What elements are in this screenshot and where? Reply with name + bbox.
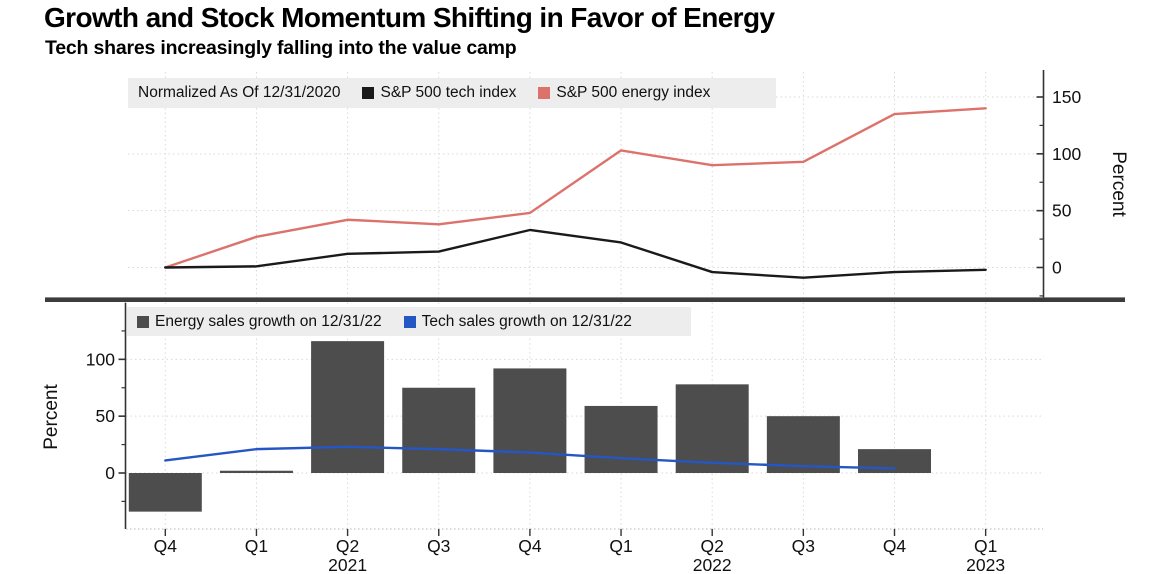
legend-item-energy-sales: Energy sales growth on 12/31/22 (137, 313, 382, 331)
svg-text:2022: 2022 (693, 555, 732, 574)
energy-sales-bar (766, 416, 840, 473)
svg-text:Q1: Q1 (974, 536, 997, 556)
tech-sales-swatch (403, 315, 416, 328)
energy-sales-bar (493, 368, 567, 473)
y-axis-right: 0 50 100 150 Percent (1036, 70, 1129, 298)
svg-text:Q4: Q4 (883, 536, 907, 556)
energy-index-line (164, 107, 987, 269)
page-subtitle: Tech shares increasingly falling into th… (45, 37, 517, 59)
energy-sales-bar (402, 387, 476, 473)
energy-sales-bar (128, 473, 202, 512)
legend-label-energy-index: S&P 500 energy index (556, 84, 711, 101)
svg-text:150: 150 (1052, 87, 1081, 107)
bottom-chart-legend: Energy sales growth on 12/31/22 Tech sal… (127, 307, 691, 336)
x-axis: Q4 Q1 Q2 Q3 Q4 Q1 Q2 Q3 Q4 Q1 2021 2022 2023 (126, 528, 1043, 574)
svg-text:Q2: Q2 (336, 536, 359, 556)
legend-label-energy-sales: Energy sales growth on 12/31/22 (155, 312, 382, 330)
svg-text:Q2: Q2 (701, 536, 724, 556)
svg-text:Q1: Q1 (245, 536, 268, 556)
energy-sales-bar (584, 405, 658, 473)
svg-text:Q4: Q4 (154, 536, 178, 556)
svg-text:Q1: Q1 (609, 536, 632, 556)
svg-text:0: 0 (105, 463, 115, 483)
panel-divider (45, 297, 1125, 302)
energy-sales-bars (128, 341, 931, 512)
svg-text:50: 50 (1052, 201, 1072, 221)
energy-sales-swatch (137, 315, 149, 328)
svg-text:Percent: Percent (41, 384, 62, 450)
svg-text:2021: 2021 (328, 555, 367, 574)
tech-sales-line (164, 445, 896, 470)
legend-note: Normalized As Of 12/31/2020 (138, 84, 341, 101)
svg-text:2023: 2023 (966, 555, 1005, 574)
legend-label-tech-sales: Tech sales growth on 12/31/22 (421, 312, 632, 330)
svg-text:100: 100 (86, 349, 115, 369)
legend-label-tech-index: S&P 500 tech index (380, 84, 517, 101)
svg-text:Q4: Q4 (518, 536, 542, 556)
page-title: Growth and Stock Momentum Shifting in Fa… (44, 2, 775, 33)
svg-text:Q3: Q3 (792, 536, 815, 556)
legend-item-tech-index: S&P 500 tech index (362, 84, 516, 102)
gridlines (126, 72, 1042, 529)
top-chart-legend: Normalized As Of 12/31/2020 S&P 500 tech… (128, 78, 776, 108)
svg-text:Percent: Percent (1108, 151, 1129, 217)
y-axis-left: 0 50 100 Percent (41, 302, 127, 529)
svg-text:Q3: Q3 (427, 536, 450, 556)
svg-text:0: 0 (1052, 258, 1062, 278)
legend-item-energy-index: S&P 500 energy index (538, 84, 710, 102)
energy-sales-bar (675, 384, 749, 473)
energy-sales-bar (311, 341, 385, 473)
legend-item-tech-sales: Tech sales growth on 12/31/22 (403, 312, 632, 331)
tech-index-line (164, 228, 987, 279)
energy-sales-bar (219, 470, 293, 473)
svg-text:50: 50 (96, 406, 116, 426)
energy-index-swatch (538, 87, 551, 99)
svg-text:100: 100 (1052, 144, 1081, 164)
tech-index-swatch (362, 87, 375, 99)
